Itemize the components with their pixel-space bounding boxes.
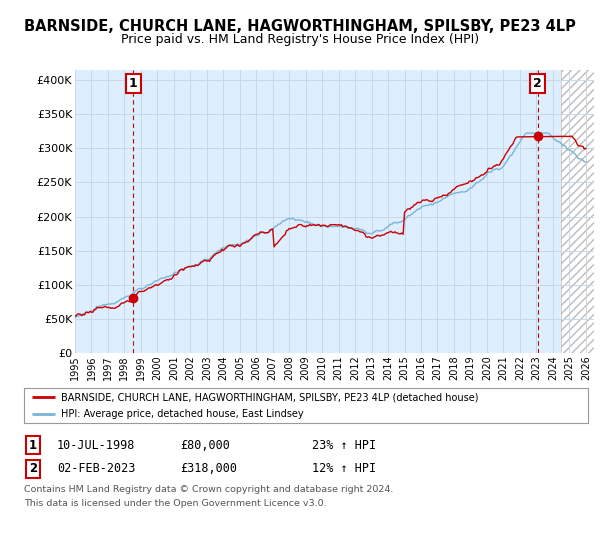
Text: HPI: Average price, detached house, East Lindsey: HPI: Average price, detached house, East…: [61, 409, 303, 419]
Text: 02-FEB-2023: 02-FEB-2023: [57, 462, 136, 475]
Text: £80,000: £80,000: [180, 438, 230, 452]
Text: BARNSIDE, CHURCH LANE, HAGWORTHINGHAM, SPILSBY, PE23 4LP (detached house): BARNSIDE, CHURCH LANE, HAGWORTHINGHAM, S…: [61, 393, 478, 403]
Text: 23% ↑ HPI: 23% ↑ HPI: [312, 438, 376, 452]
Text: £318,000: £318,000: [180, 462, 237, 475]
Text: 2: 2: [533, 77, 542, 90]
Text: 12% ↑ HPI: 12% ↑ HPI: [312, 462, 376, 475]
Text: 1: 1: [29, 438, 37, 452]
Text: Price paid vs. HM Land Registry's House Price Index (HPI): Price paid vs. HM Land Registry's House …: [121, 32, 479, 46]
Text: 1: 1: [129, 77, 138, 90]
Text: 2: 2: [29, 462, 37, 475]
Text: This data is licensed under the Open Government Licence v3.0.: This data is licensed under the Open Gov…: [24, 500, 326, 508]
Text: BARNSIDE, CHURCH LANE, HAGWORTHINGHAM, SPILSBY, PE23 4LP: BARNSIDE, CHURCH LANE, HAGWORTHINGHAM, S…: [24, 20, 576, 34]
Text: 10-JUL-1998: 10-JUL-1998: [57, 438, 136, 452]
Bar: [561, 70, 600, 353]
Text: Contains HM Land Registry data © Crown copyright and database right 2024.: Contains HM Land Registry data © Crown c…: [24, 486, 394, 494]
